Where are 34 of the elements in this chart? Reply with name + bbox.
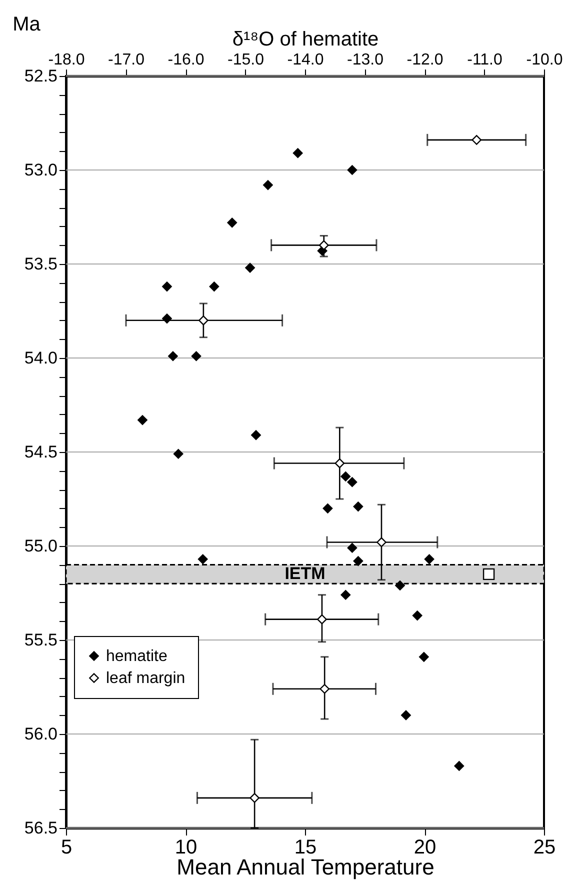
y-tick-label: 53.0: [24, 160, 58, 180]
x2-tick-label: -13.0: [347, 52, 384, 68]
y-tick-label: 52.5: [24, 66, 58, 86]
y-tick-label: 55.0: [24, 536, 58, 556]
x2-tick-label: -17.0: [108, 52, 145, 68]
point: [320, 684, 330, 694]
x-tick-label: 25: [533, 836, 556, 858]
point: [482, 568, 495, 580]
y-tick-label: 54.5: [24, 442, 58, 462]
y-tick-label: 56.5: [24, 818, 58, 838]
x2-tick-label: -10.0: [526, 52, 563, 68]
x2-tick-label: -11.0: [467, 52, 502, 68]
point: [376, 537, 386, 548]
legend-label: hematite: [106, 648, 168, 665]
x-tick-label: 5: [60, 836, 72, 858]
y-axis-title: Ma: [12, 14, 42, 36]
y-tick-label: 55.5: [24, 630, 58, 650]
x2-tick-label: -15.0: [228, 52, 264, 68]
band-label: IETM: [284, 564, 326, 584]
x2-tick-label: -16.0: [168, 52, 204, 68]
point: [334, 458, 345, 468]
point: [198, 315, 208, 326]
point: [250, 792, 260, 803]
point: [472, 134, 482, 145]
x2-axis-title: δ¹⁸O of hematite: [232, 28, 379, 50]
x2-tick-label: -14.0: [287, 52, 324, 68]
y-tick-label: 53.5: [24, 254, 58, 274]
y-tick-label: 54.0: [24, 348, 58, 368]
point: [318, 240, 329, 250]
x2-tick-label: -18.0: [48, 52, 85, 68]
legend-label: leaf margin: [106, 670, 186, 687]
x2-tick-label: -12.0: [406, 52, 444, 68]
y-tick-label: 56.0: [24, 724, 58, 744]
point: [317, 614, 327, 624]
